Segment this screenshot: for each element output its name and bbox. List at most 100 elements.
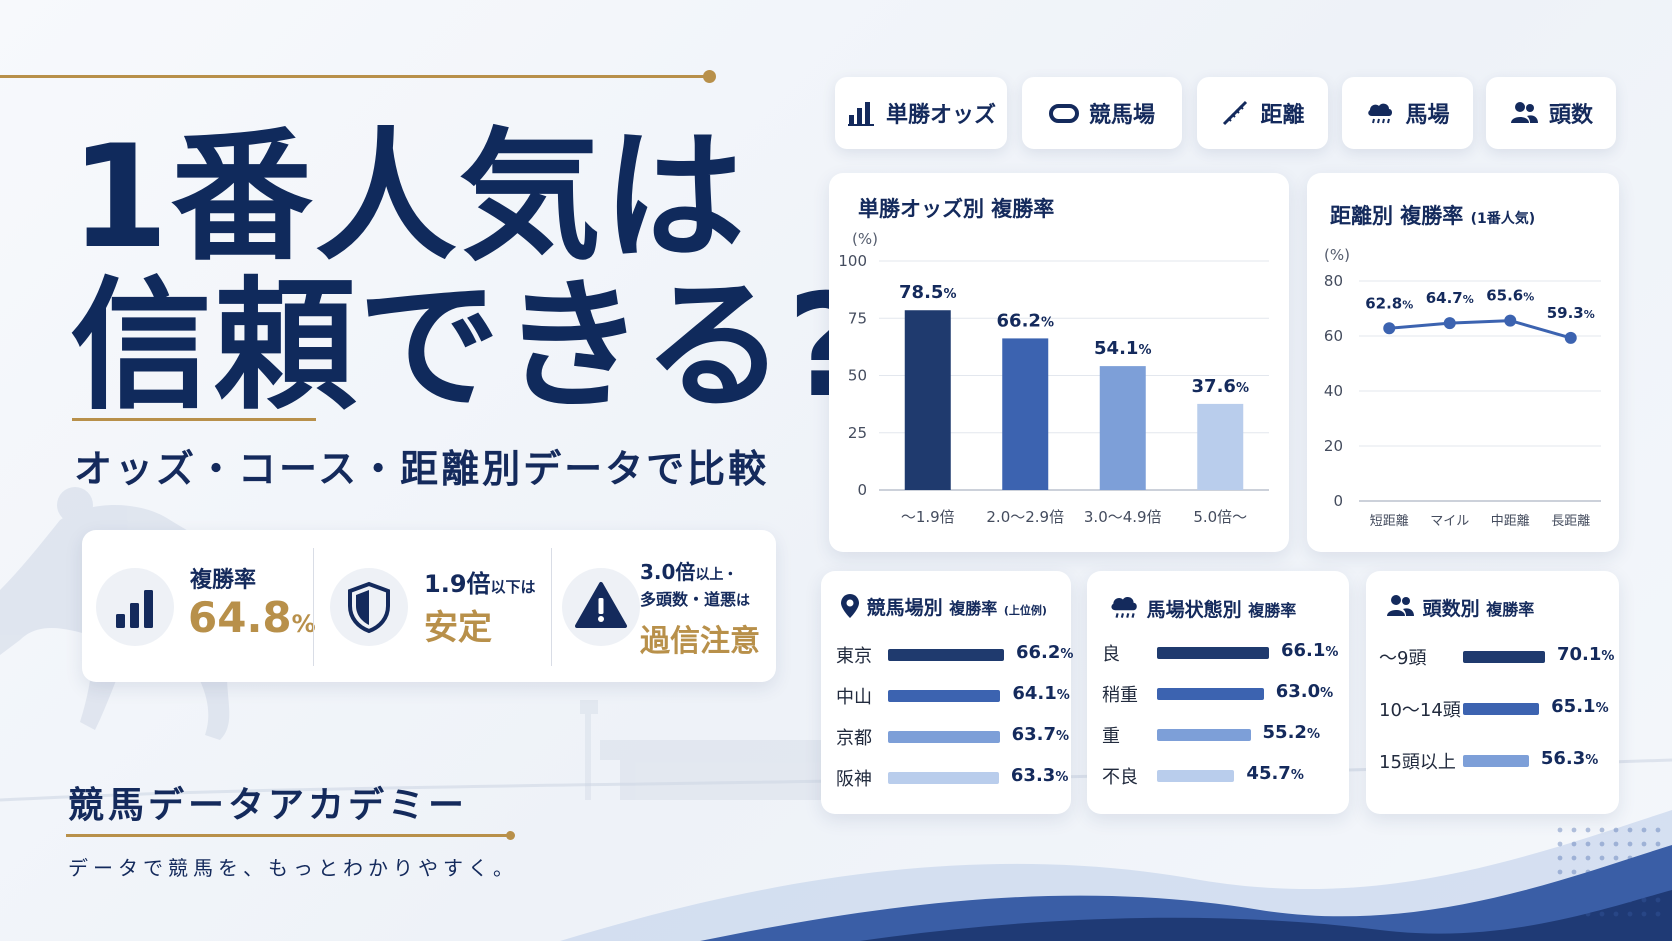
decor-dot (1585, 869, 1591, 875)
distance-ytick-label: 0 (1333, 492, 1343, 510)
stats-divider-1 (313, 548, 314, 666)
stat-icon-bg-2 (330, 568, 408, 646)
decor-dot (1571, 883, 1577, 889)
odds-data-label: 78.5% (899, 282, 956, 303)
racecourse-row-value: 63.7% (1011, 724, 1070, 745)
tab-track-condition[interactable]: 馬場 (1342, 77, 1473, 149)
decor-dot (1641, 855, 1647, 861)
tab-distance[interactable]: 距離 (1197, 77, 1328, 149)
racecourse-chart-note: (上位例) (1003, 604, 1047, 617)
odds-bar (904, 310, 951, 490)
decor-dot (1655, 897, 1661, 903)
track-row-bar (1157, 770, 1235, 782)
track-row-unit: % (1325, 645, 1339, 660)
fieldsize-row-unit: % (1595, 701, 1609, 716)
decor-dot (1613, 883, 1619, 889)
stat-label-2: 1.9倍以下は (424, 564, 536, 599)
stat-label-3a: 3.0倍以上・ (640, 556, 737, 585)
tab-odds[interactable]: 単勝オッズ (835, 77, 1007, 149)
gold-rule-dot (703, 70, 716, 83)
decor-dot (1557, 897, 1563, 903)
people-icon (1387, 595, 1414, 616)
odds-xtick-label: 3.0〜4.9倍 (1084, 508, 1162, 526)
racecourse-chart-subtitle: 複勝率 (949, 599, 998, 618)
fieldsize-chart-title: 頭数別 複勝率 (1384, 591, 1534, 621)
decor-dot (1655, 855, 1661, 861)
stat-value-2: 安定 (424, 608, 492, 648)
gold-rule-brand-dot (506, 831, 515, 840)
odds-chart: 0 25 50 75 100 78.5% 〜1.9倍 66.2% 2.0〜2.9倍 54.1% 3.… (838, 252, 1269, 526)
gold-rule-brand (66, 834, 512, 837)
fieldsize-row-value: 65.1% (1551, 696, 1609, 717)
odds-ytick-label: 75 (848, 309, 867, 327)
odds-data-label: 37.6% (1192, 376, 1249, 397)
decor-dot (1613, 827, 1619, 833)
odds-bar (1099, 366, 1146, 490)
fieldsize-row-value: 56.3% (1540, 748, 1599, 769)
stat-icon-bg-1 (96, 568, 174, 646)
warning-icon (575, 582, 627, 628)
decor-dot (1627, 883, 1633, 889)
odds-xtick-label: 5.0倍〜 (1193, 508, 1247, 526)
stat-label-1: 複勝率 (190, 568, 257, 593)
stat-label-3b: 多頭数・道悪は (640, 586, 750, 610)
distance-chart-card (1307, 173, 1619, 552)
decor-dot (1641, 911, 1647, 917)
odds-data-label: 66.2% (997, 310, 1054, 331)
distance-chart-subtitle: (1番人気) (1470, 211, 1536, 227)
decor-dot (1655, 869, 1661, 875)
decor-dot (1613, 855, 1619, 861)
fieldsize-row-label: 〜9頭 (1379, 648, 1427, 669)
odds-bar (1197, 403, 1244, 490)
shield-icon (348, 581, 390, 634)
tab-racecourse[interactable]: 競馬場 (1022, 77, 1182, 149)
distance-xtick-label: 長距離 (1551, 514, 1590, 529)
brand-tagline: データで競馬を、もっとわかりやすく。 (68, 856, 518, 880)
odds-ytick-label: 25 (848, 424, 867, 442)
decor-dot (1557, 869, 1563, 875)
tab-field-size[interactable]: 頭数 (1486, 77, 1616, 149)
fieldsize-row-bar (1463, 651, 1545, 663)
racecourse-row-bar (888, 772, 999, 784)
decor-dot (1557, 883, 1563, 889)
rain-cloud-icon (1368, 103, 1393, 124)
decor-dot (1585, 883, 1591, 889)
racecourse-row-label: 東京 (836, 646, 872, 667)
track-row-value: 66.1% (1281, 640, 1339, 661)
rain-cloud-icon (1111, 596, 1137, 618)
track-row-unit: % (1306, 727, 1320, 742)
map-pin-icon (841, 594, 859, 618)
distance-chart-title: 距離別 複勝率 (1番人気) (1330, 200, 1535, 230)
track-chart-title: 馬場状態別 複勝率 (1108, 591, 1296, 623)
decor-dot (1571, 827, 1577, 833)
odds-data-label: 54.1% (1094, 338, 1151, 359)
decor-dot (1557, 841, 1563, 847)
stats-divider-2 (551, 548, 552, 666)
odds-bar (1002, 338, 1049, 490)
decor-dot (1557, 827, 1563, 833)
headline-line2: 信頼できる? (70, 264, 872, 429)
racecourse-row-unit: % (1055, 770, 1069, 785)
track-row-value: 55.2% (1262, 722, 1320, 743)
racecourse-row-bar (888, 690, 1001, 702)
fieldsize-row-label: 10〜14頭 (1379, 700, 1461, 721)
stat-value-3: 過信注意 (640, 624, 760, 659)
distance-data-label: 65.6% (1486, 287, 1534, 305)
track-row-label: 良 (1102, 644, 1120, 665)
tab-distance-label: 距離 (1260, 103, 1305, 128)
fieldsize-row-bar (1463, 755, 1529, 767)
decor-dot (1557, 855, 1563, 861)
decor-dot (1585, 911, 1591, 917)
track-row-label: 稍重 (1102, 685, 1138, 706)
racecourse-row-label: 京都 (836, 728, 872, 749)
distance-ytick-label: 60 (1324, 327, 1343, 345)
stat-value-1-unit: % (291, 610, 316, 638)
odds-chart-ylabel: (%) (852, 230, 878, 248)
racecourse-row-value: 64.1% (1012, 683, 1070, 704)
decor-dot (1585, 855, 1591, 861)
stat-value-1: 64.8% (188, 593, 316, 642)
decor-dot (1627, 841, 1633, 847)
fieldsize-row-bar (1463, 703, 1540, 715)
racecourse-row-label: 中山 (836, 687, 872, 708)
brand-name: 競馬データアカデミー (68, 785, 469, 826)
